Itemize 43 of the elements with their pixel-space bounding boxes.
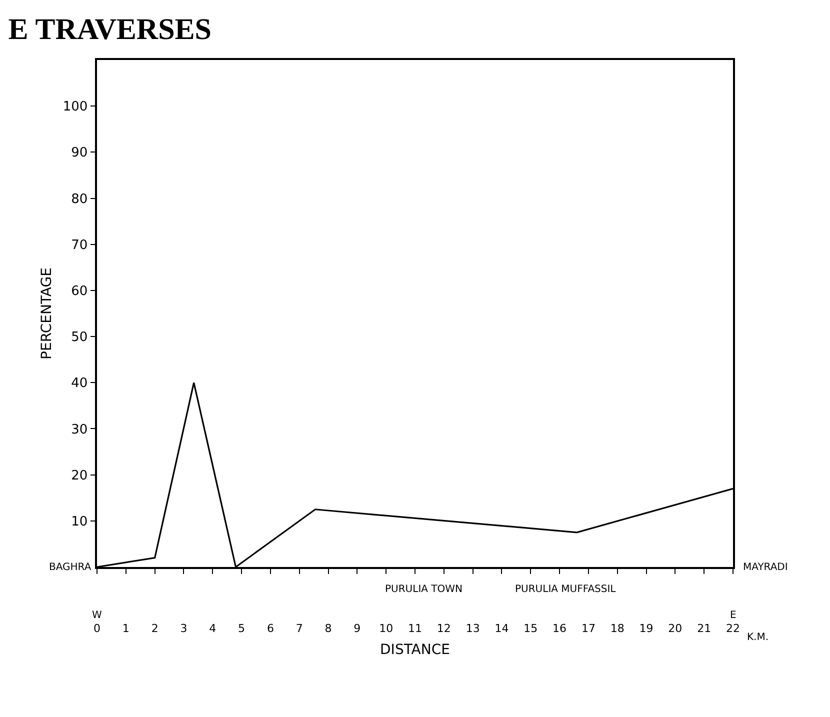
- x-tick-label: 6: [266, 622, 274, 635]
- x-tick-label: 22: [726, 622, 740, 635]
- x-tick-label: 9: [354, 622, 361, 635]
- text: K.M.: [747, 632, 769, 643]
- text: PURULIA TOWN: [385, 584, 463, 595]
- x-tick-label: 1: [122, 622, 130, 635]
- x-tick-label: 18: [610, 622, 624, 635]
- y-tick-label: 40: [71, 376, 88, 392]
- x-tick-label: 10: [379, 622, 394, 635]
- x-tick-label: 11: [408, 622, 422, 635]
- text: BAGHRA: [49, 562, 92, 573]
- x-tick-label: 20: [668, 622, 682, 635]
- y-tick-label: 60: [71, 284, 88, 299]
- text: MAYRADI: [743, 562, 788, 573]
- y-tick-label: 50: [71, 330, 88, 346]
- x-tick-label: 21: [697, 622, 712, 635]
- x-tick-label: 8: [324, 622, 332, 635]
- text: W: [92, 610, 102, 621]
- x-tick-label: 7: [296, 622, 303, 635]
- x-tick-label: 16: [552, 622, 567, 635]
- y-axis-title: PERCENTAGE: [38, 268, 55, 360]
- y-tick-label: 10: [71, 514, 88, 530]
- x-tick-label: 2: [151, 622, 158, 635]
- x-tick-label: 3: [180, 622, 188, 635]
- y-tick-label: 100: [62, 100, 88, 115]
- x-tick-label: 19: [639, 622, 654, 635]
- x-tick-label: 15: [524, 622, 538, 635]
- y-tick-label: 70: [71, 238, 88, 253]
- x-tick-label: 0: [94, 622, 100, 635]
- x-tick-label: 12: [436, 622, 451, 635]
- x-tick-label: 14: [494, 622, 509, 635]
- text: E: [730, 610, 736, 621]
- text: PURULIA MUFFASSIL: [515, 584, 616, 595]
- x-tick-label: 5: [238, 622, 246, 635]
- y-tick-label: 80: [71, 192, 88, 207]
- x-tick-label: 13: [466, 622, 480, 635]
- x-axis-title: DISTANCE: [380, 642, 450, 658]
- chart-title: E TRAVERSES: [8, 12, 212, 46]
- y-tick-label: 30: [71, 422, 88, 438]
- x-tick-label: 4: [209, 622, 216, 635]
- y-tick-label: 20: [71, 468, 88, 484]
- y-tick-label: 90: [71, 146, 88, 161]
- x-tick-label: 17: [581, 622, 596, 635]
